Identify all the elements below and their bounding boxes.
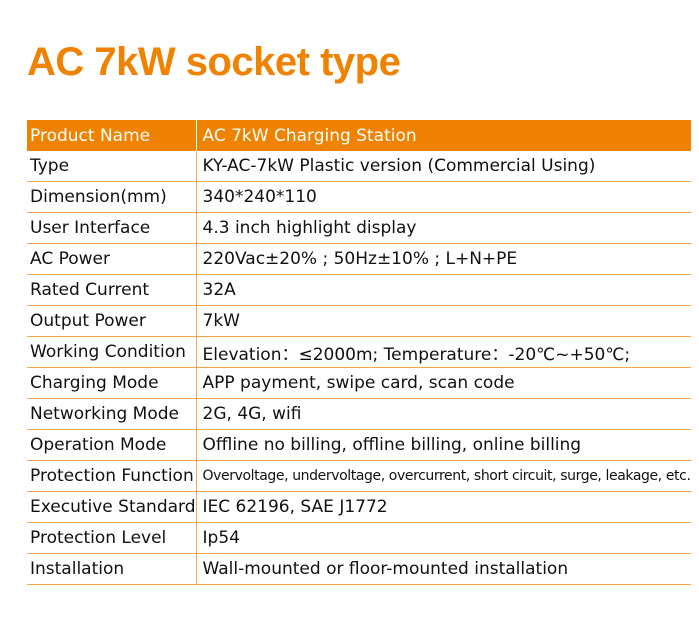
row-value: 7kW — [196, 305, 691, 337]
header-value: AC 7kW Charging Station — [196, 120, 691, 151]
row-label: Working Condition — [27, 336, 197, 368]
row-label: Dimension(mm) — [27, 181, 197, 213]
table-row: Networking Mode 2G, 4G, wifi — [27, 398, 691, 430]
row-value: 2G, 4G, wifi — [196, 398, 691, 430]
row-label: Networking Mode — [27, 398, 197, 430]
table-header-row: Product Name AC 7kW Charging Station — [27, 120, 691, 151]
table-row: Rated Current 32A — [27, 274, 691, 306]
header-label: Product Name — [27, 120, 197, 151]
page-title: AC 7kW socket type — [27, 40, 401, 84]
spec-table: Product Name AC 7kW Charging Station Typ… — [27, 120, 691, 585]
table-row: Dimension(mm) 340*240*110 — [27, 181, 691, 213]
row-value: Overvoltage, undervoltage, overcurrent, … — [196, 460, 691, 492]
row-value: 220Vac±20% ; 50Hz±10% ; L+N+PE — [196, 243, 691, 275]
table-row: Installation Wall-mounted or floor-mounte… — [27, 553, 691, 585]
row-label: Output Power — [27, 305, 197, 337]
row-label: Type — [27, 151, 197, 182]
table-row: Protection Function Overvoltage, undervol… — [27, 460, 691, 492]
table-row: Executive Standard IEC 62196, SAE J1772 — [27, 491, 691, 523]
row-label: Protection Function — [27, 460, 197, 492]
table-row: Protection Level Ip54 — [27, 522, 691, 554]
table-row: AC Power 220Vac±20% ; 50Hz±10% ; L+N+PE — [27, 243, 691, 275]
row-value: KY-AC-7kW Plastic version (Commercial Us… — [196, 151, 691, 182]
row-label: Operation Mode — [27, 429, 197, 461]
row-label: Installation — [27, 553, 197, 585]
row-value: APP payment, swipe card, scan code — [196, 367, 691, 399]
row-value: 4.3 inch highlight display — [196, 212, 691, 244]
row-label: Rated Current — [27, 274, 197, 306]
row-value: Offline no billing, offline billing, onl… — [196, 429, 691, 461]
row-value: Ip54 — [196, 522, 691, 554]
row-value: Elevation：≤2000m; Temperature：-20℃~+50℃; — [196, 336, 691, 368]
row-value: 32A — [196, 274, 691, 306]
table-row: Working Condition Elevation：≤2000m; Tempe… — [27, 336, 691, 368]
table-row: Charging Mode APP payment, swipe card, sc… — [27, 367, 691, 399]
row-value: 340*240*110 — [196, 181, 691, 213]
row-label: AC Power — [27, 243, 197, 275]
table-row: Operation Mode Offline no billing, offlin… — [27, 429, 691, 461]
row-value: IEC 62196, SAE J1772 — [196, 491, 691, 523]
row-label: User Interface — [27, 212, 197, 244]
table-row: Type KY-AC-7kW Plastic version (Commercia… — [27, 151, 691, 182]
table-row: Output Power 7kW — [27, 305, 691, 337]
row-value: Wall-mounted or floor-mounted installati… — [196, 553, 691, 585]
row-label: Charging Mode — [27, 367, 197, 399]
row-label: Protection Level — [27, 522, 197, 554]
row-label: Executive Standard — [27, 491, 197, 523]
table-row: User Interface 4.3 inch highlight display — [27, 212, 691, 244]
